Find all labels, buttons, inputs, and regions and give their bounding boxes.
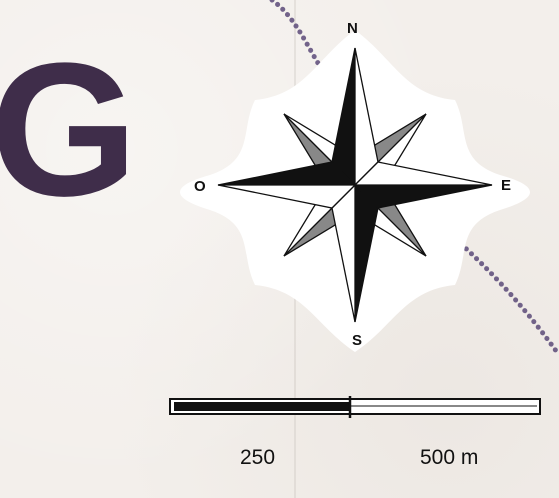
compass-east-label: E [501, 177, 512, 194]
compass-north-label: N [347, 20, 358, 37]
scale-bar-first-half [174, 402, 350, 411]
place-name-letter: G [0, 24, 138, 236]
compass-south-label: S [352, 332, 363, 349]
scale-label-500m: 500 m [420, 446, 479, 469]
compass-cardinal-points [217, 47, 493, 323]
scale-label-250: 250 [240, 446, 276, 469]
compass-rose [180, 30, 530, 352]
scale-bar [169, 396, 541, 418]
compass-west-label: O [194, 178, 206, 195]
